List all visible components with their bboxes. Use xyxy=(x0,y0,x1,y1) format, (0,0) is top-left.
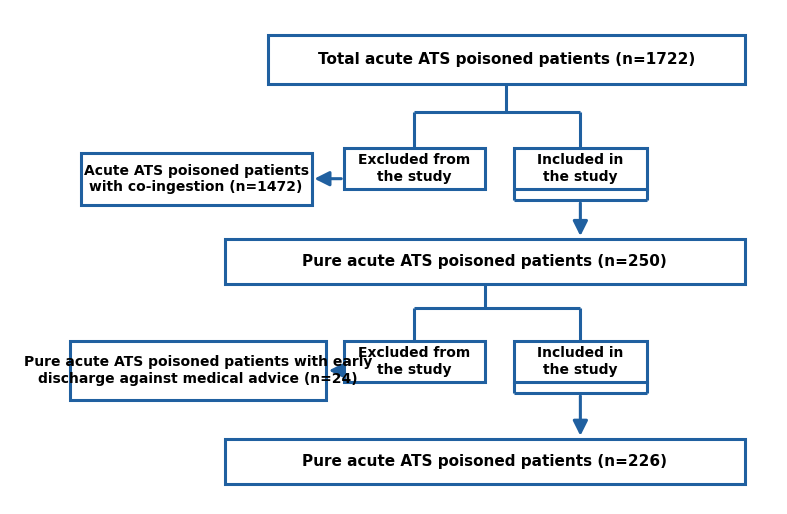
Text: Pure acute ATS poisoned patients (n=226): Pure acute ATS poisoned patients (n=226) xyxy=(302,454,667,469)
FancyBboxPatch shape xyxy=(80,153,312,205)
Text: Excluded from
the study: Excluded from the study xyxy=(358,346,471,377)
Text: Acute ATS poisoned patients
with co-ingestion (n=1472): Acute ATS poisoned patients with co-inge… xyxy=(83,163,309,194)
FancyBboxPatch shape xyxy=(514,148,647,189)
FancyBboxPatch shape xyxy=(225,438,745,484)
FancyBboxPatch shape xyxy=(514,341,647,382)
Text: Excluded from
the study: Excluded from the study xyxy=(358,153,471,183)
Text: Total acute ATS poisoned patients (n=1722): Total acute ATS poisoned patients (n=172… xyxy=(318,52,695,67)
Text: Pure acute ATS poisoned patients with early
discharge against medical advice (n=: Pure acute ATS poisoned patients with ea… xyxy=(24,355,372,386)
Text: Included in
the study: Included in the study xyxy=(538,346,623,377)
Text: Pure acute ATS poisoned patients (n=250): Pure acute ATS poisoned patients (n=250) xyxy=(302,254,667,269)
FancyBboxPatch shape xyxy=(225,239,745,284)
Text: Included in
the study: Included in the study xyxy=(538,153,623,183)
FancyBboxPatch shape xyxy=(268,34,745,84)
FancyBboxPatch shape xyxy=(344,148,485,189)
FancyBboxPatch shape xyxy=(344,341,485,382)
FancyBboxPatch shape xyxy=(70,341,326,400)
